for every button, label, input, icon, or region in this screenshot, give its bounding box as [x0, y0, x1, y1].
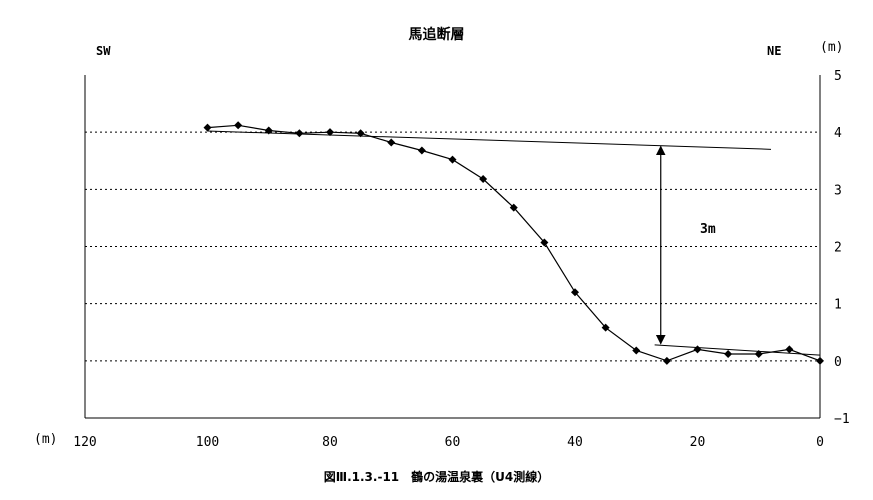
series-line	[207, 124, 821, 362]
data-point	[540, 238, 549, 247]
x-tick-label: 40	[567, 435, 583, 450]
data-point	[264, 126, 273, 135]
data-point	[479, 175, 488, 184]
y-axis-unit: (m)	[820, 40, 844, 55]
x-tick-label: 60	[445, 435, 461, 450]
offset-annotation-label: 3m	[700, 222, 716, 237]
x-tick-label: 120	[73, 435, 96, 450]
x-tick-label: 0	[816, 435, 824, 450]
x-tick-label: 20	[690, 435, 706, 450]
sw-label: SW	[96, 44, 111, 58]
data-point	[662, 356, 671, 365]
data-point	[509, 203, 518, 212]
y-tick-label: 2	[834, 241, 842, 256]
data-point	[601, 323, 610, 332]
y-tick-label: 3	[834, 183, 842, 198]
data-point	[295, 129, 304, 138]
data-point	[448, 155, 457, 164]
data-point	[203, 123, 212, 132]
reference-line	[654, 344, 821, 356]
data-point	[356, 129, 365, 138]
data-point	[724, 349, 733, 358]
data-point	[693, 345, 702, 354]
data-point	[785, 345, 794, 354]
x-axis-unit: (m)	[34, 432, 58, 447]
data-point	[387, 138, 396, 147]
data-point	[816, 356, 824, 365]
reference-line	[207, 130, 772, 150]
ne-label: NE	[767, 44, 782, 58]
x-tick-label: 80	[322, 435, 338, 450]
y-tick-label: 4	[834, 126, 842, 141]
data-point	[632, 346, 641, 355]
data-point	[754, 349, 763, 358]
data-point	[571, 288, 579, 297]
data-point	[234, 121, 243, 130]
data-point	[326, 128, 334, 137]
data-point	[417, 146, 426, 155]
y-tick-label: 1	[834, 298, 842, 313]
chart-title: 馬追断層	[408, 27, 465, 43]
figure-caption: 図Ⅲ.1.3.-11 鶴の湯温泉裏（U4測線）	[323, 470, 550, 484]
y-tick-label: 5	[834, 69, 842, 84]
y-tick-label: 0	[834, 355, 842, 370]
x-tick-label: 100	[196, 435, 219, 450]
y-tick-label: −1	[834, 412, 850, 427]
